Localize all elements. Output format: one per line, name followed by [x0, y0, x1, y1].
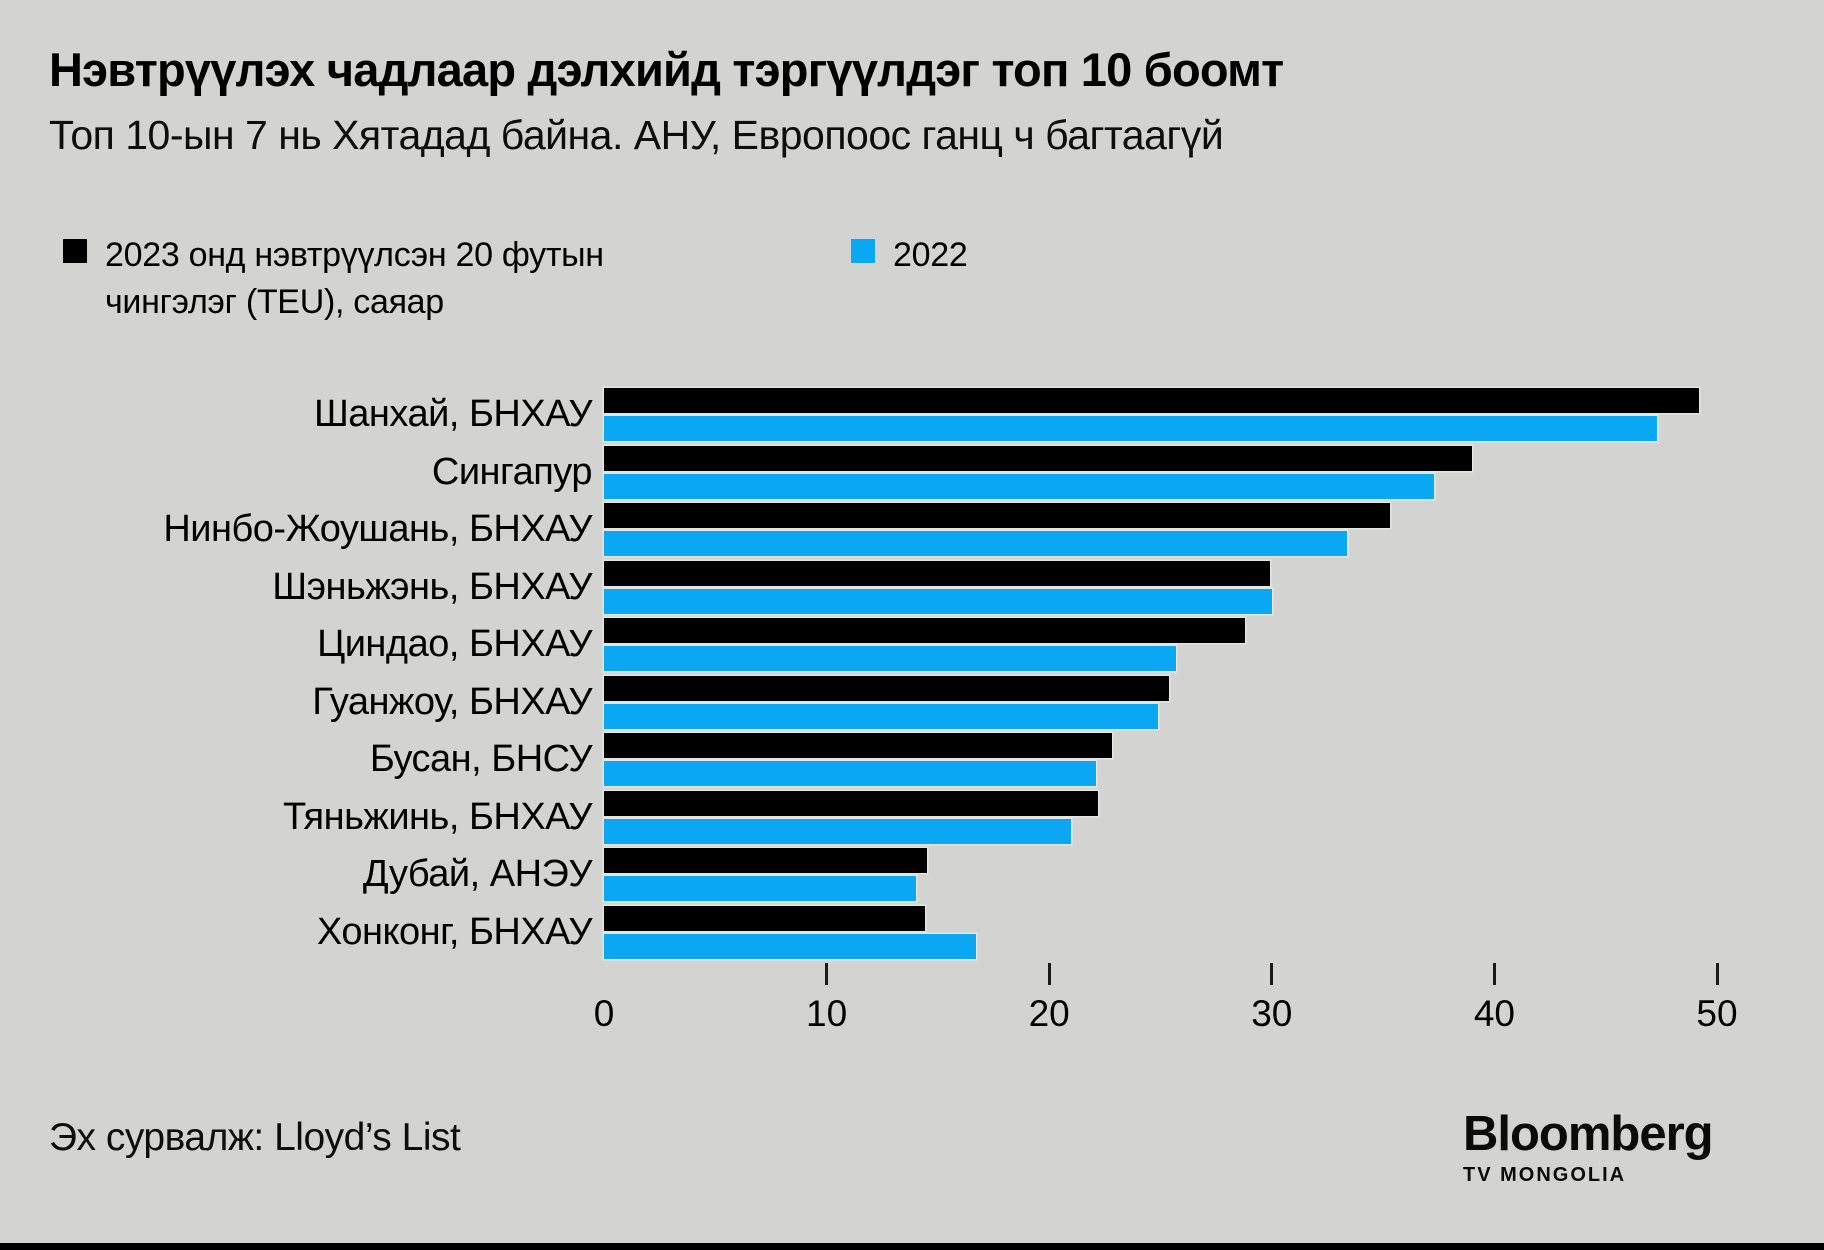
- legend-label-2022: 2022: [893, 236, 968, 274]
- bar-2022: [604, 761, 1096, 786]
- bar-2023: [604, 790, 1099, 816]
- bar-chart: Шанхай, БНХАУ Сингапур Нинбо-Жоушань, БНХА…: [40, 388, 1784, 963]
- axis-tick: [1270, 963, 1274, 985]
- axis-tick-label: 10: [806, 993, 848, 1034]
- bar-2022: [604, 818, 1072, 844]
- bar-2023: [604, 503, 1390, 528]
- category-label: Дубай, АНЭУ: [362, 853, 593, 895]
- legend-item-2023: 2023 онд нэвтрүүлсэн 20 футын чингэлэг (…: [63, 232, 703, 326]
- category-label: Тяньжинь, БНХАУ: [282, 795, 593, 838]
- chart-row: Сингапур: [40, 445, 1784, 499]
- category-label: Нинбо-Жоушань, БНХАУ: [163, 508, 592, 550]
- legend-label-2023: 2023 онд нэвтрүүлсэн 20 футын чингэлэг (…: [105, 236, 604, 321]
- bar-2022: [604, 531, 1348, 556]
- axis-tick: [1047, 963, 1051, 985]
- category-label: Бусан, БНСУ: [369, 738, 593, 780]
- bar-2022: [604, 646, 1177, 671]
- bar-pair: [604, 618, 1784, 671]
- axis-tick-label: 50: [1696, 993, 1738, 1034]
- bar-2022: [604, 416, 1657, 441]
- bar-2023: [604, 560, 1270, 586]
- x-axis: 0 10 20 30 40 50: [592, 963, 1792, 1048]
- axis-tick: [825, 963, 829, 985]
- axis-tick-label: 0: [593, 993, 615, 1034]
- bar-pair: [604, 733, 1784, 786]
- axis-tick-label: 40: [1473, 993, 1515, 1034]
- chart-row: Дубай, АНЭУ: [40, 848, 1784, 901]
- bar-2023: [604, 445, 1473, 471]
- chart-row: Шэньжэнь, БНХАУ: [40, 560, 1784, 614]
- legend-swatch-2022: [851, 239, 875, 263]
- page-title: Нэвтрүүлэх чадлаар дэлхийд тэргүүлдэг то…: [49, 43, 1284, 96]
- bar-pair: [604, 790, 1784, 844]
- bar-2022: [604, 473, 1435, 499]
- bar-pair: [604, 388, 1784, 441]
- axis-tick-label: 20: [1028, 993, 1070, 1034]
- chart-row: Циндао, БНХАУ: [40, 618, 1784, 671]
- bar-2023: [604, 733, 1112, 758]
- bloomberg-logo: Bloomberg TV MONGOLIA: [1463, 1107, 1714, 1187]
- bar-rows: Шанхай, БНХАУ Сингапур Нинбо-Жоушань, БНХА…: [40, 388, 1784, 959]
- category-label: Шэньжэнь, БНХАУ: [272, 565, 592, 608]
- bar-2023: [604, 618, 1246, 643]
- bar-pair: [604, 503, 1784, 556]
- bar-2022: [604, 933, 976, 959]
- bar-2023: [604, 848, 927, 873]
- axis-tick: [1492, 963, 1496, 985]
- chart-row: Нинбо-Жоушань, БНХАУ: [40, 503, 1784, 556]
- bar-pair: [604, 675, 1784, 729]
- legend-swatch-2023: [63, 239, 87, 263]
- bar-pair: [604, 445, 1784, 499]
- bar-2023: [604, 675, 1170, 701]
- category-label: Шанхай, БНХАУ: [313, 393, 593, 435]
- chart-row: Бусан, БНСУ: [40, 733, 1784, 786]
- bloomberg-logo-text: Bloomberg: [1463, 1107, 1714, 1161]
- bar-2023: [604, 388, 1700, 413]
- legend-item-2022: 2022: [851, 232, 968, 279]
- category-label: Хонконг, БНХАУ: [316, 910, 593, 953]
- axis-tick: [1715, 963, 1719, 985]
- bar-2022: [604, 703, 1159, 729]
- chart-row: Хонконг, БНХАУ: [40, 905, 1784, 959]
- page-subtitle: Топ 10-ын 7 нь Хятадад байна. АНУ, Европ…: [49, 112, 1224, 158]
- chart-row: Шанхай, БНХАУ: [40, 388, 1784, 441]
- bar-2022: [604, 876, 916, 901]
- source-note: Эх сурвалж: Lloyd’s List: [49, 1116, 461, 1159]
- bar-pair: [604, 905, 1784, 959]
- axis-tick-label: 30: [1251, 993, 1293, 1034]
- bottom-border-bar: [0, 1243, 1824, 1250]
- bar-2023: [604, 905, 925, 931]
- category-label: Сингапур: [431, 450, 593, 493]
- bar-pair: [604, 560, 1784, 614]
- bar-pair: [604, 848, 1784, 901]
- chart-row: Тяньжинь, БНХАУ: [40, 790, 1784, 844]
- chart-row: Гуанжоу, БНХАУ: [40, 675, 1784, 729]
- bar-2022: [604, 588, 1272, 614]
- category-label: Гуанжоу, БНХАУ: [312, 680, 592, 723]
- category-label: Циндао, БНХАУ: [317, 623, 592, 665]
- bloomberg-logo-subtext: TV MONGOLIA: [1463, 1163, 1627, 1186]
